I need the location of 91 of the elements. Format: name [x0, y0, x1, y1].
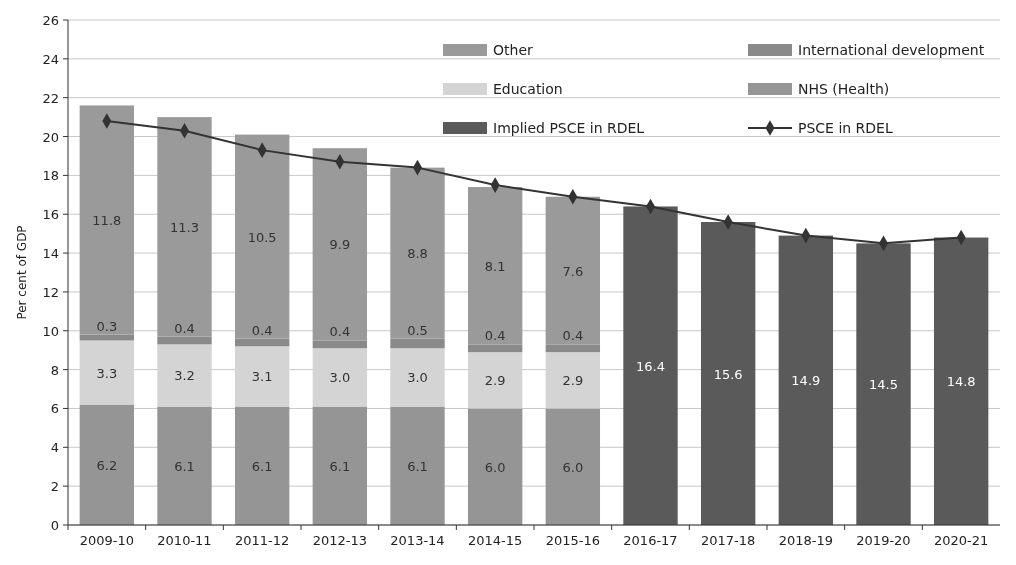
- data-label: 6.0: [562, 459, 584, 475]
- x-tick-label: 2020-21: [934, 533, 989, 548]
- data-label: 11.3: [170, 219, 199, 235]
- legend-label: NHS (Health): [798, 81, 890, 97]
- bar: [933, 237, 989, 525]
- y-tick-label: 0: [50, 518, 59, 533]
- bar: [79, 404, 135, 525]
- legend-label: Implied PSCE in RDEL: [493, 120, 645, 136]
- data-label: 0.5: [407, 322, 428, 338]
- bar: [467, 408, 523, 525]
- y-tick-label: 16: [42, 207, 59, 223]
- bar: [390, 338, 445, 349]
- x-tick-label: 2010-11: [157, 533, 212, 548]
- data-label: 0.3: [96, 318, 118, 334]
- y-tick-label: 22: [42, 90, 59, 106]
- data-label: 6.1: [251, 458, 273, 474]
- y-tick-label: 14: [42, 246, 59, 262]
- data-label: 6.0: [484, 459, 506, 475]
- x-tick-label: 2012-13: [312, 533, 367, 548]
- data-label: 15.6: [713, 366, 743, 382]
- bar: [157, 117, 212, 337]
- data-label: 14.9: [791, 373, 821, 389]
- data-label: 10.5: [247, 229, 277, 245]
- bar: [390, 406, 445, 525]
- y-tick-label: 18: [42, 168, 59, 184]
- data-label: 9.9: [329, 237, 351, 253]
- data-label: 0.4: [484, 328, 506, 344]
- bar: [545, 196, 601, 345]
- x-tick-label: 2018-19: [778, 533, 833, 548]
- bar: [312, 148, 368, 341]
- data-label: 14.8: [946, 374, 976, 390]
- bar: [390, 167, 445, 339]
- data-label: 0.4: [174, 320, 195, 336]
- bar: [545, 344, 601, 353]
- data-label: 6.1: [407, 458, 428, 474]
- data-label: 8.1: [484, 258, 506, 274]
- legend-label: PSCE in RDEL: [798, 120, 893, 136]
- data-label: 0.4: [562, 328, 584, 344]
- x-tick-label: 2014-15: [468, 533, 523, 548]
- bar: [856, 243, 911, 525]
- y-axis-title: Per cent of GDP: [15, 225, 29, 320]
- data-label: 3.0: [407, 370, 428, 386]
- bar: [234, 134, 290, 339]
- legend-label: Education: [493, 81, 563, 97]
- y-tick-label: 20: [42, 129, 59, 145]
- bar: [778, 235, 834, 525]
- x-tick-label: 2013-14: [390, 533, 445, 548]
- x-tick-label: 2011-12: [235, 533, 290, 548]
- y-tick-label: 24: [42, 51, 59, 67]
- y-tick-label: 12: [42, 284, 59, 300]
- data-label: 11.8: [92, 213, 122, 229]
- x-tick-label: 2017-18: [701, 533, 756, 548]
- bar: [545, 408, 601, 525]
- data-label: 7.6: [562, 263, 584, 279]
- x-tick-label: 2015-16: [545, 533, 600, 548]
- bar: [700, 222, 756, 525]
- legend-label: International development: [798, 42, 985, 58]
- x-tick-label: 2009-10: [79, 533, 134, 548]
- bar: [234, 338, 290, 347]
- data-label: 2.9: [484, 373, 506, 389]
- data-label: 3.0: [329, 370, 351, 386]
- bar: [623, 206, 678, 525]
- bar: [79, 105, 135, 335]
- x-tick-label: 2016-17: [623, 533, 678, 548]
- bar: [157, 406, 212, 525]
- bar: [467, 344, 523, 353]
- data-label: 0.4: [251, 322, 273, 338]
- y-tick-label: 4: [50, 440, 59, 456]
- bar: [312, 406, 368, 525]
- y-tick-label: 8: [50, 362, 59, 378]
- data-label: 0.4: [329, 324, 351, 340]
- legend-label: Other: [493, 42, 533, 58]
- data-label: 16.4: [636, 358, 665, 374]
- data-label: 6.1: [174, 458, 195, 474]
- y-tick-label: 26: [42, 13, 59, 28]
- data-label: 6.2: [96, 457, 118, 473]
- data-label: 3.1: [251, 369, 273, 385]
- x-tick-label: 2019-20: [856, 533, 911, 548]
- data-label: 2.9: [562, 373, 584, 389]
- y-tick-label: 2: [50, 479, 59, 495]
- data-label: 3.2: [174, 368, 195, 384]
- bar: [157, 336, 212, 345]
- data-label: 14.5: [869, 377, 898, 393]
- data-label: 6.1: [329, 458, 351, 474]
- data-label: 8.8: [407, 246, 428, 262]
- y-tick-label: 10: [42, 323, 59, 339]
- bar: [312, 340, 368, 349]
- data-label: 3.3: [96, 365, 118, 381]
- bar: [467, 187, 523, 345]
- bar: [234, 406, 290, 525]
- y-tick-label: 6: [50, 401, 59, 417]
